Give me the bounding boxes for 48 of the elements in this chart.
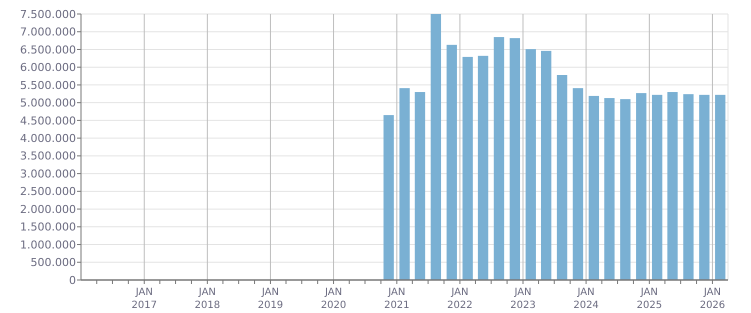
- bar: [462, 56, 473, 280]
- y-tick-label: 4.500.000: [20, 114, 76, 128]
- bar: [446, 44, 457, 280]
- y-tick-label: 1.500.000: [20, 220, 76, 234]
- x-tick-label: JAN 2023: [510, 287, 536, 311]
- x-tick-label: JAN 2026: [700, 287, 726, 311]
- x-tick-label: JAN 2021: [384, 287, 410, 311]
- y-tick-label: 2.000.000: [20, 202, 76, 216]
- y-tick-label: 0: [69, 274, 76, 287]
- bar: [414, 92, 426, 280]
- bar: [510, 38, 520, 280]
- x-tick-label: JAN 2022: [447, 287, 473, 311]
- y-tick-label: 6.000.000: [20, 61, 76, 74]
- bar: [556, 75, 568, 280]
- x-tick-label: JAN 2017: [132, 287, 157, 311]
- y-tick-label: 4.000.000: [20, 132, 76, 145]
- bar: [652, 94, 662, 280]
- y-tick-label: 1.000.000: [20, 238, 76, 252]
- y-tick-label: 5.500.000: [20, 78, 76, 92]
- y-tick-label: 6.500.000: [20, 43, 76, 56]
- bar: [430, 14, 442, 280]
- bar: [620, 99, 630, 280]
- bar: [683, 94, 694, 280]
- bar: [572, 88, 584, 280]
- y-tick-label: 5.000.000: [20, 96, 76, 110]
- x-tick-label: JAN 2020: [320, 287, 346, 311]
- y-tick-label: 500.000: [30, 256, 76, 270]
- bar: [526, 49, 536, 280]
- bar: [667, 92, 678, 280]
- bar: [699, 94, 710, 280]
- bar: [636, 93, 646, 280]
- y-tick-label: 3.500.000: [20, 150, 76, 163]
- x-tick-label: JAN 2018: [194, 287, 220, 311]
- bar: [478, 56, 488, 280]
- y-tick-label: 7.500.000: [20, 8, 76, 21]
- y-tick-label: 3.000.000: [20, 167, 76, 180]
- x-tick-label: JAN 2019: [258, 287, 284, 311]
- x-tick-label: JAN 2025: [636, 287, 662, 311]
- y-tick-label: 7.000.000: [20, 26, 76, 39]
- bar: [588, 96, 600, 280]
- bar: [399, 88, 410, 280]
- bar: [540, 50, 552, 280]
- bar: [384, 115, 394, 280]
- x-tick-label: JAN 2024: [573, 287, 599, 311]
- bar: [494, 37, 504, 280]
- y-tick-label: 2.500.000: [20, 185, 76, 198]
- bar: [604, 98, 615, 280]
- bar: [715, 94, 726, 280]
